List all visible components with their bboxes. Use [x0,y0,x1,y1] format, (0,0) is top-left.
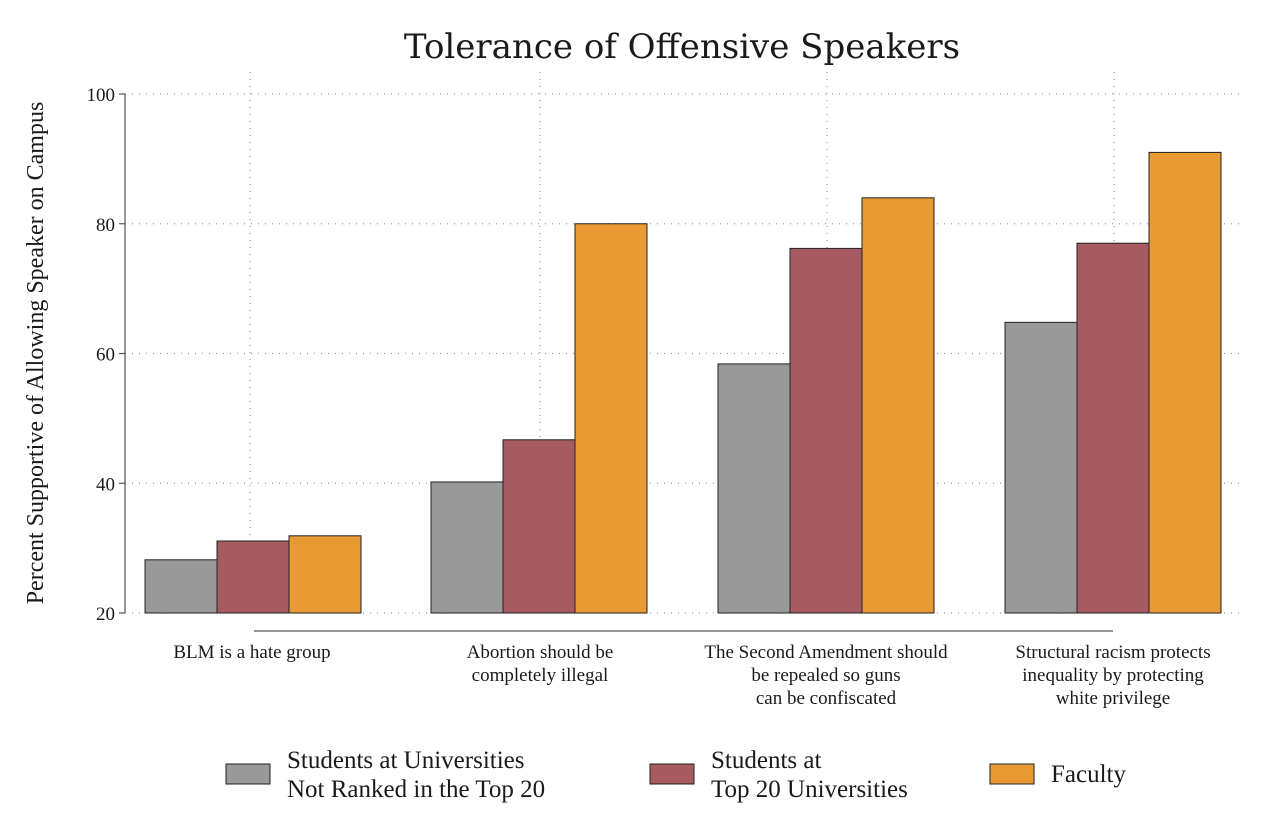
y-tick-label: 60 [96,345,115,366]
bar [1004,321,1078,614]
x-category-label: Structural racism protects inequality by … [1015,642,1210,709]
y-tick-label: 20 [96,604,115,625]
bar [1148,151,1222,614]
bar [1076,242,1150,614]
bar [144,559,218,614]
bars [144,151,1222,614]
y-tick-label: 100 [87,85,116,106]
x-category-label: The Second Amendment should be repealed s… [704,642,948,709]
bar [789,247,863,614]
axes: 20 40 60 80 100 [87,85,1113,632]
legend-swatch [225,763,271,785]
y-axis-label: Percent Supportive of Allowing Speaker o… [23,102,49,605]
legend-swatch [989,763,1035,785]
chart-title: Tolerance of Offensive Speakers [404,27,960,67]
category-labels: BLM is a hate group Abortion should be com… [173,642,1210,709]
bar [717,363,791,614]
legend-label: Students at Top 20 Universities [711,747,908,803]
bar [861,197,935,614]
y-tick-label: 40 [96,474,115,495]
bar [216,540,290,614]
x-category-label: BLM is a hate group [173,642,330,663]
legend-swatch [649,763,695,785]
bar [288,535,362,614]
legend: Students at Universities Not Ranked in th… [225,747,1126,803]
bar [430,481,504,614]
legend-label: Faculty [1051,761,1126,788]
bar [574,223,648,614]
bar [502,439,576,614]
x-category-label: Abortion should be completely illegal [467,642,614,686]
y-tick-label: 80 [96,215,115,236]
legend-label: Students at Universities Not Ranked in th… [287,747,545,803]
